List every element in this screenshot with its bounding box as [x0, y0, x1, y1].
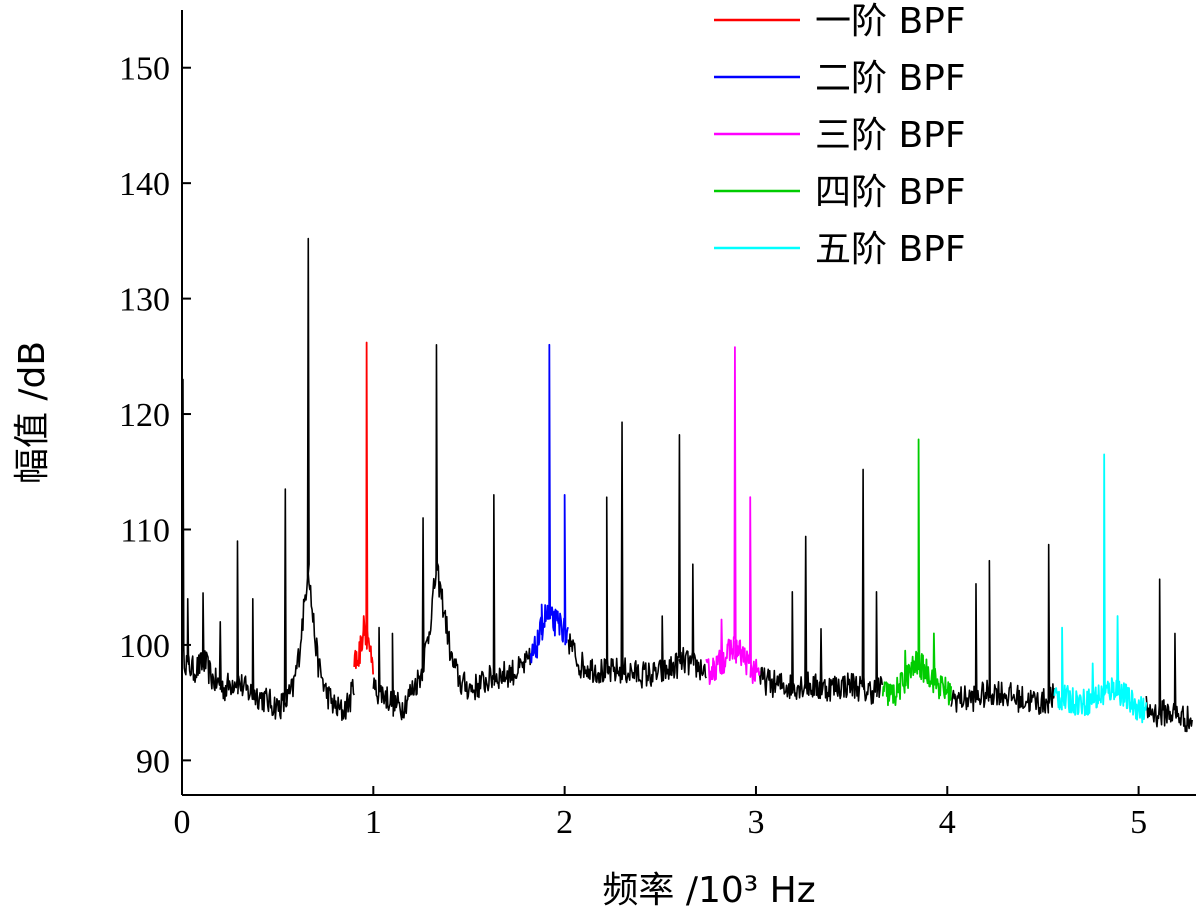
x-tick-label: 5	[1130, 804, 1147, 841]
y-tick-label: 90	[136, 743, 170, 780]
y-axis-title: 幅值 /dB	[12, 341, 53, 484]
plot-area	[181, 237, 1193, 733]
y-tick-label: 140	[119, 166, 170, 203]
baseline-trace	[950, 543, 1056, 715]
baseline-trace	[372, 343, 531, 721]
baseline-trace	[181, 237, 355, 722]
series-line-2	[529, 343, 569, 664]
baseline-trace	[1145, 578, 1193, 733]
legend-label-4: 四阶 BPF	[815, 172, 966, 213]
baseline-trace	[567, 421, 707, 689]
y-tick-label: 130	[119, 282, 170, 319]
y-tick-label: 150	[119, 51, 170, 88]
axes: 90 100 110 120 130 140 150 0 1 2 3 4 5	[119, 10, 1196, 841]
legend-label-1: 一阶 BPF	[815, 1, 966, 42]
x-tick-label: 3	[747, 804, 764, 841]
x-tick-label: 2	[556, 804, 573, 841]
series-line-1	[353, 341, 375, 675]
legend-label-3: 三阶 BPF	[815, 115, 966, 156]
series-line-5	[1053, 453, 1148, 724]
series-line-3	[705, 346, 761, 686]
y-tick-label: 100	[119, 628, 170, 665]
series-line-4	[881, 438, 953, 707]
legend-label-5: 五阶 BPF	[815, 229, 966, 270]
x-axis-title: 频率 /10³ Hz	[602, 870, 815, 911]
y-tick-label: 120	[119, 397, 170, 434]
legend: 一阶 BPF 二阶 BPF 三阶 BPF 四阶 BPF 五阶 BPF	[714, 1, 966, 270]
x-tick-label: 0	[174, 804, 191, 841]
baseline-trace	[758, 468, 884, 705]
x-tick-label: 4	[939, 804, 956, 841]
legend-label-2: 二阶 BPF	[815, 58, 966, 99]
y-tick-label: 110	[120, 512, 170, 549]
x-tick-label: 1	[365, 804, 382, 841]
